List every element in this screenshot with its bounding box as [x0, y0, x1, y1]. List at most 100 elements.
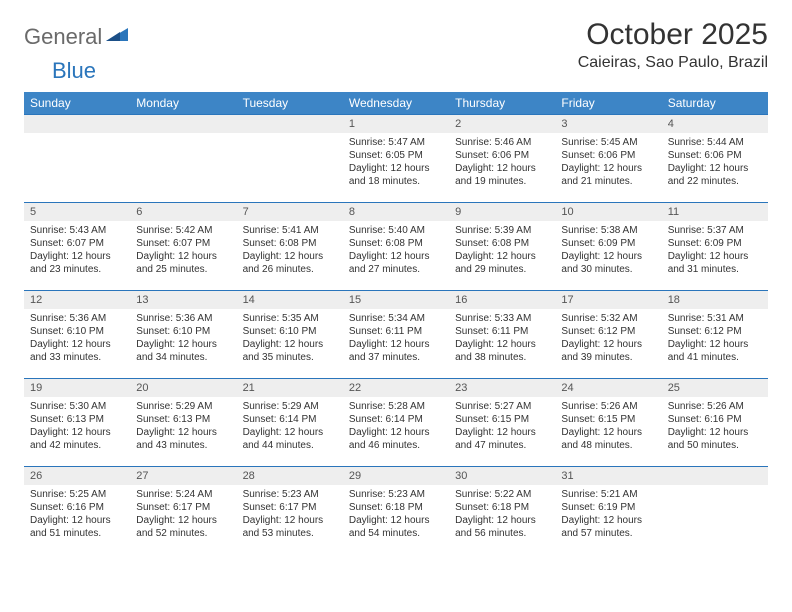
day-body: Sunrise: 5:30 AMSunset: 6:13 PMDaylight:… — [24, 397, 130, 456]
day-of-week-header: Saturday — [662, 92, 768, 114]
calendar-cell: 1Sunrise: 5:47 AMSunset: 6:05 PMDaylight… — [343, 114, 449, 202]
day-info-line: and 52 minutes. — [136, 527, 230, 540]
day-number: 25 — [662, 378, 768, 397]
day-info-line: Sunrise: 5:29 AM — [136, 400, 230, 413]
day-info-line: and 46 minutes. — [349, 439, 443, 452]
day-info-line: Sunset: 6:08 PM — [243, 237, 337, 250]
day-cell: 3Sunrise: 5:45 AMSunset: 6:06 PMDaylight… — [555, 114, 661, 202]
day-info-line: Daylight: 12 hours — [561, 426, 655, 439]
day-info-line: Sunrise: 5:43 AM — [30, 224, 124, 237]
day-info-line: Daylight: 12 hours — [561, 338, 655, 351]
day-body: Sunrise: 5:24 AMSunset: 6:17 PMDaylight:… — [130, 485, 236, 544]
calendar-cell: 23Sunrise: 5:27 AMSunset: 6:15 PMDayligh… — [449, 378, 555, 466]
day-cell — [24, 114, 130, 202]
day-cell: 30Sunrise: 5:22 AMSunset: 6:18 PMDayligh… — [449, 466, 555, 554]
day-number: 3 — [555, 114, 661, 133]
day-info-line: Sunset: 6:19 PM — [561, 501, 655, 514]
day-body: Sunrise: 5:41 AMSunset: 6:08 PMDaylight:… — [237, 221, 343, 280]
day-cell: 9Sunrise: 5:39 AMSunset: 6:08 PMDaylight… — [449, 202, 555, 290]
calendar-cell: 28Sunrise: 5:23 AMSunset: 6:17 PMDayligh… — [237, 466, 343, 554]
day-info-line: Sunrise: 5:22 AM — [455, 488, 549, 501]
calendar-week-row: 19Sunrise: 5:30 AMSunset: 6:13 PMDayligh… — [24, 378, 768, 466]
day-cell — [662, 466, 768, 554]
calendar-cell: 31Sunrise: 5:21 AMSunset: 6:19 PMDayligh… — [555, 466, 661, 554]
day-info-line: and 25 minutes. — [136, 263, 230, 276]
day-number: 26 — [24, 466, 130, 485]
day-info-line: Sunrise: 5:40 AM — [349, 224, 443, 237]
day-number: 9 — [449, 202, 555, 221]
day-body: Sunrise: 5:23 AMSunset: 6:18 PMDaylight:… — [343, 485, 449, 544]
day-number: 2 — [449, 114, 555, 133]
day-of-week-header: Sunday — [24, 92, 130, 114]
empty-day-header — [24, 114, 130, 133]
day-info-line: and 26 minutes. — [243, 263, 337, 276]
day-info-line: Sunset: 6:11 PM — [455, 325, 549, 338]
day-cell: 13Sunrise: 5:36 AMSunset: 6:10 PMDayligh… — [130, 290, 236, 378]
day-info-line: Daylight: 12 hours — [136, 338, 230, 351]
logo: General — [24, 24, 130, 50]
day-info-line: Sunrise: 5:23 AM — [349, 488, 443, 501]
day-info-line: Sunrise: 5:30 AM — [30, 400, 124, 413]
day-body: Sunrise: 5:36 AMSunset: 6:10 PMDaylight:… — [130, 309, 236, 368]
day-cell: 1Sunrise: 5:47 AMSunset: 6:05 PMDaylight… — [343, 114, 449, 202]
day-number: 18 — [662, 290, 768, 309]
day-number: 5 — [24, 202, 130, 221]
day-info-line: Daylight: 12 hours — [136, 250, 230, 263]
day-info-line: and 50 minutes. — [668, 439, 762, 452]
day-info-line: Daylight: 12 hours — [30, 250, 124, 263]
day-number: 20 — [130, 378, 236, 397]
day-info-line: and 37 minutes. — [349, 351, 443, 364]
day-info-line: Sunset: 6:06 PM — [455, 149, 549, 162]
day-body: Sunrise: 5:43 AMSunset: 6:07 PMDaylight:… — [24, 221, 130, 280]
day-info-line: Daylight: 12 hours — [668, 162, 762, 175]
day-number: 22 — [343, 378, 449, 397]
day-info-line: Sunrise: 5:42 AM — [136, 224, 230, 237]
empty-day-header — [237, 114, 343, 133]
day-number: 8 — [343, 202, 449, 221]
day-info-line: Sunrise: 5:33 AM — [455, 312, 549, 325]
day-body: Sunrise: 5:39 AMSunset: 6:08 PMDaylight:… — [449, 221, 555, 280]
day-info-line: Sunset: 6:16 PM — [30, 501, 124, 514]
day-cell: 2Sunrise: 5:46 AMSunset: 6:06 PMDaylight… — [449, 114, 555, 202]
day-info-line: Sunrise: 5:39 AM — [455, 224, 549, 237]
calendar-cell: 29Sunrise: 5:23 AMSunset: 6:18 PMDayligh… — [343, 466, 449, 554]
day-info-line: Sunset: 6:11 PM — [349, 325, 443, 338]
day-number: 30 — [449, 466, 555, 485]
day-info-line: Sunrise: 5:27 AM — [455, 400, 549, 413]
day-info-line: and 57 minutes. — [561, 527, 655, 540]
day-info-line: and 38 minutes. — [455, 351, 549, 364]
day-info-line: Sunset: 6:18 PM — [455, 501, 549, 514]
calendar-head: SundayMondayTuesdayWednesdayThursdayFrid… — [24, 92, 768, 114]
day-body: Sunrise: 5:38 AMSunset: 6:09 PMDaylight:… — [555, 221, 661, 280]
day-cell: 24Sunrise: 5:26 AMSunset: 6:15 PMDayligh… — [555, 378, 661, 466]
days-of-week-row: SundayMondayTuesdayWednesdayThursdayFrid… — [24, 92, 768, 114]
location-label: Caieiras, Sao Paulo, Brazil — [578, 54, 768, 72]
calendar-cell: 9Sunrise: 5:39 AMSunset: 6:08 PMDaylight… — [449, 202, 555, 290]
day-info-line: and 41 minutes. — [668, 351, 762, 364]
day-of-week-header: Friday — [555, 92, 661, 114]
calendar-cell: 8Sunrise: 5:40 AMSunset: 6:08 PMDaylight… — [343, 202, 449, 290]
day-body: Sunrise: 5:29 AMSunset: 6:13 PMDaylight:… — [130, 397, 236, 456]
day-info-line: and 48 minutes. — [561, 439, 655, 452]
day-cell: 5Sunrise: 5:43 AMSunset: 6:07 PMDaylight… — [24, 202, 130, 290]
day-info-line: Sunrise: 5:45 AM — [561, 136, 655, 149]
day-info-line: and 21 minutes. — [561, 175, 655, 188]
day-body: Sunrise: 5:45 AMSunset: 6:06 PMDaylight:… — [555, 133, 661, 192]
day-info-line: Daylight: 12 hours — [455, 250, 549, 263]
calendar-cell: 2Sunrise: 5:46 AMSunset: 6:06 PMDaylight… — [449, 114, 555, 202]
day-info-line: Daylight: 12 hours — [668, 250, 762, 263]
day-body: Sunrise: 5:29 AMSunset: 6:14 PMDaylight:… — [237, 397, 343, 456]
day-info-line: and 23 minutes. — [30, 263, 124, 276]
day-info-line: Daylight: 12 hours — [349, 162, 443, 175]
calendar-cell — [24, 114, 130, 202]
day-info-line: Sunset: 6:12 PM — [668, 325, 762, 338]
day-body: Sunrise: 5:31 AMSunset: 6:12 PMDaylight:… — [662, 309, 768, 368]
day-number: 27 — [130, 466, 236, 485]
day-info-line: Daylight: 12 hours — [561, 514, 655, 527]
calendar-cell: 16Sunrise: 5:33 AMSunset: 6:11 PMDayligh… — [449, 290, 555, 378]
day-info-line: Sunset: 6:18 PM — [349, 501, 443, 514]
day-of-week-header: Wednesday — [343, 92, 449, 114]
day-cell: 25Sunrise: 5:26 AMSunset: 6:16 PMDayligh… — [662, 378, 768, 466]
day-cell: 7Sunrise: 5:41 AMSunset: 6:08 PMDaylight… — [237, 202, 343, 290]
day-info-line: and 30 minutes. — [561, 263, 655, 276]
